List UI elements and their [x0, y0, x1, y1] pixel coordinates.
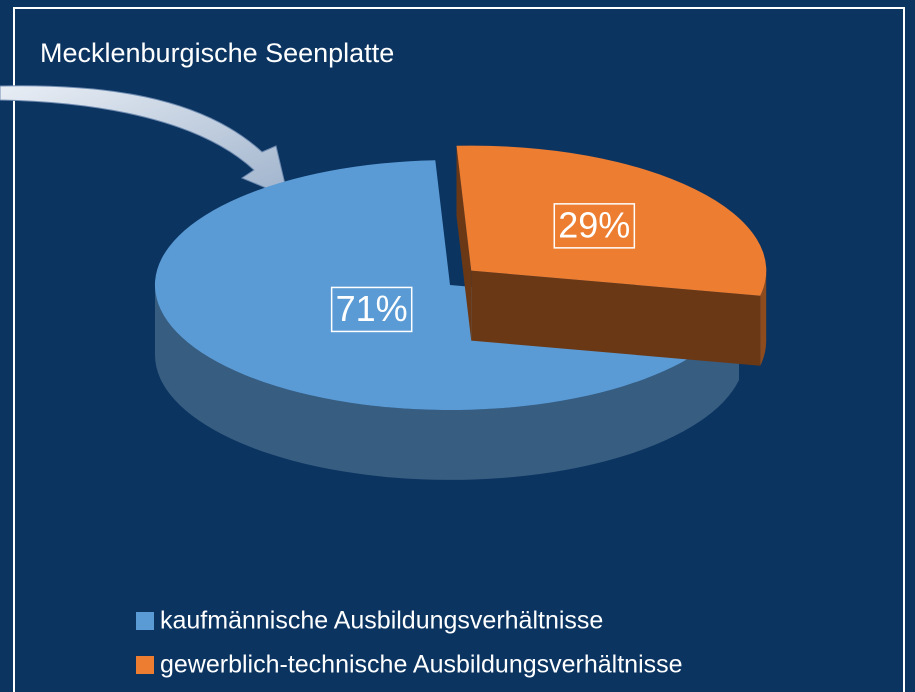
legend-swatch	[136, 656, 154, 674]
data-label-box	[330, 286, 413, 333]
legend-label: kaufmännische Ausbildungsverhältnisse	[160, 607, 603, 635]
legend-swatch	[136, 612, 154, 630]
pie-slice	[456, 145, 767, 296]
slice-side	[155, 285, 739, 480]
arrow	[0, 85, 289, 198]
data-label: 29%	[558, 204, 630, 245]
slice-face	[456, 145, 472, 341]
slice-side	[760, 270, 767, 366]
data-label-box	[553, 203, 636, 249]
data-label: 71%	[336, 288, 408, 329]
chart-title: Mecklenburgische Seenplatte	[40, 38, 394, 68]
slice-face	[471, 270, 761, 366]
frame	[13, 7, 905, 692]
legend-label: gewerblich-technische Ausbildungsverhält…	[160, 651, 683, 679]
